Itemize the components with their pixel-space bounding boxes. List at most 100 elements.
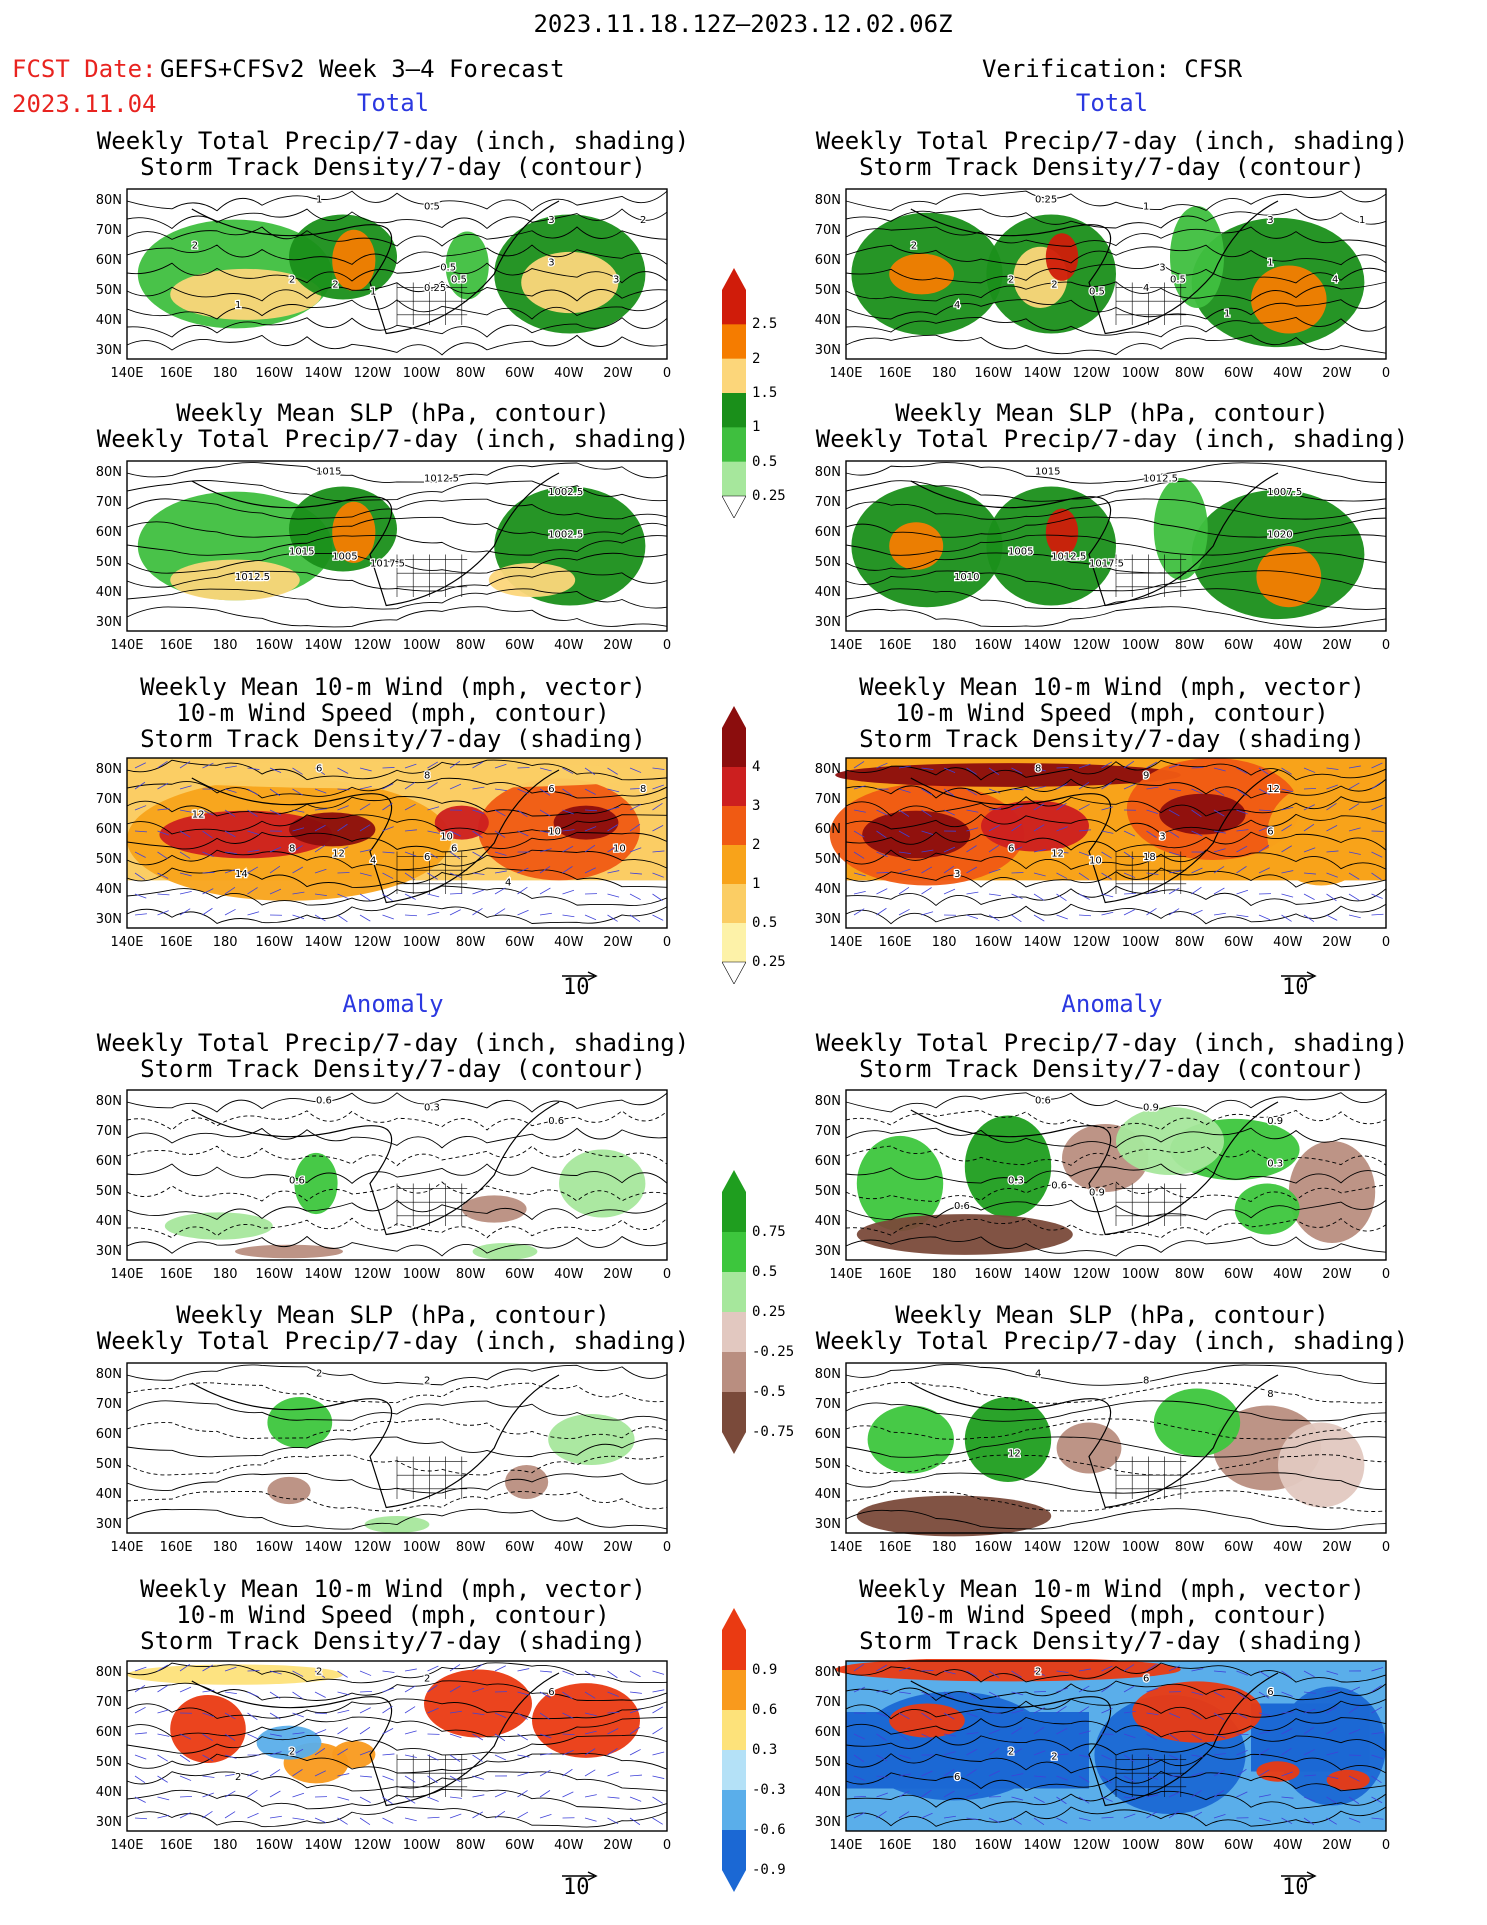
wind-vector (1191, 788, 1203, 795)
shade-blob (267, 1476, 311, 1505)
colorbar-swatch (722, 1790, 746, 1831)
wind-vector (1348, 872, 1360, 880)
coastline (910, 1374, 1279, 1509)
shade-blob (856, 1135, 944, 1232)
wind-vector (1123, 1733, 1136, 1739)
lat-tick-label: 70N (815, 223, 841, 238)
wind-vector (449, 1754, 461, 1762)
wind-vector (876, 872, 889, 874)
wind-vector (134, 1685, 146, 1693)
coastline (191, 1101, 560, 1236)
lat-tick-label: 50N (815, 852, 841, 867)
wind-vector (966, 1792, 979, 1798)
wind-vector (472, 907, 483, 916)
wind-vector (449, 1685, 461, 1693)
lat-tick-label: 30N (815, 1244, 841, 1259)
lat-tick-label: 30N (815, 912, 841, 927)
colorbar-precip-anom: 0.75 0.5 0.25 -0.25 -0.5 -0.75 (722, 1170, 794, 1454)
wind-vector (314, 1747, 326, 1756)
wind-vector (1168, 1665, 1180, 1672)
wind-vector (202, 1664, 214, 1672)
wind-vector (1371, 804, 1383, 811)
wind-vector (359, 1750, 372, 1756)
colorbar-label: -0.6 (752, 1822, 786, 1838)
contour-value-label: 2 (289, 275, 295, 286)
colorbar-label: 2 (752, 837, 761, 853)
colorbar-label: 0.25 (752, 1304, 786, 1320)
wind-vector (966, 1748, 978, 1756)
colorbar-label: 0.25 (752, 488, 786, 504)
wind-vector (562, 767, 574, 774)
wind-vector (517, 909, 529, 916)
lon-tick-label: 140W (305, 1838, 343, 1853)
wind-vector (404, 851, 417, 857)
lat-tick-label: 50N (815, 283, 841, 298)
map-frame (126, 757, 668, 929)
wind-vector (404, 803, 416, 811)
wind-vector (494, 788, 507, 792)
wind-vector (427, 893, 440, 898)
wind-vector (1348, 1775, 1360, 1782)
wind-vector (898, 1754, 911, 1759)
wind-vector (472, 1811, 484, 1819)
lon-tick-label: 80W (1175, 1267, 1205, 1282)
wind-vector (292, 1712, 304, 1718)
wind-vector (292, 914, 305, 919)
contour-value-label: 6 (954, 1772, 960, 1783)
wind-vector (494, 1791, 507, 1798)
contour-value-label: 6 (1267, 1687, 1273, 1698)
wind-vector (179, 809, 192, 813)
lat-tick-label: 70N (815, 495, 841, 510)
lon-tick-label: 120W (354, 1540, 392, 1555)
coastline (191, 769, 560, 904)
wind-vector (292, 1817, 305, 1821)
lat-tick-label: 80N (815, 465, 841, 480)
wind-vector (1101, 1707, 1113, 1714)
wind-vector (629, 914, 641, 923)
wind-vector (921, 1712, 932, 1721)
contour-line (845, 208, 1387, 229)
lon-tick-label: 0 (1382, 1540, 1390, 1555)
wind-vector (382, 783, 394, 790)
shade-blob (164, 1212, 273, 1240)
lon-tick-label: 160E (160, 1540, 193, 1555)
contour-value-label: 4 (505, 878, 511, 889)
wind-vector (1033, 1670, 1046, 1676)
contour-value-label: 0.5 (440, 263, 456, 274)
lon-tick-label: 120W (1073, 935, 1111, 950)
wind-vector (269, 1751, 282, 1756)
contour-value-label: 1002.5 (548, 530, 583, 541)
contour-value-label: 1015 (316, 467, 341, 478)
wind-vector (966, 1732, 979, 1735)
wind-vector (1191, 1668, 1204, 1672)
contour-line (845, 1382, 1387, 1404)
wind-vector (584, 844, 596, 853)
wind-vector (292, 1670, 304, 1677)
lon-tick-label: 40W (1273, 638, 1303, 653)
wind-vector (652, 1817, 663, 1825)
wind-vector (1258, 914, 1271, 921)
wind-vector (1123, 1664, 1135, 1672)
wind-vector (404, 782, 416, 790)
wind-vector (876, 1810, 887, 1819)
wind-vector (247, 866, 259, 874)
wind-vector (224, 1712, 236, 1720)
wind-vector (134, 1754, 147, 1760)
wind-vector (1326, 1775, 1339, 1779)
wind-vector (179, 1795, 193, 1798)
wind-vector (337, 1670, 348, 1678)
shade-blob (256, 1725, 322, 1760)
colorbar-swatch (722, 728, 746, 768)
lon-tick-label: 160E (879, 935, 912, 950)
lon-tick-label: 180 (932, 1838, 957, 1853)
wind-vector (404, 829, 417, 832)
wind-vector (921, 1770, 933, 1777)
lat-tick-label: 30N (815, 1517, 841, 1532)
wind-vector (1146, 761, 1158, 769)
wind-vector (1281, 1711, 1294, 1714)
colorbar-label: 0.75 (752, 1224, 786, 1240)
contour-value-label: 4 (954, 300, 960, 311)
lat-tick-label: 40N (815, 313, 841, 328)
wind-vector (921, 767, 934, 770)
lat-tick-label: 30N (96, 1244, 122, 1259)
